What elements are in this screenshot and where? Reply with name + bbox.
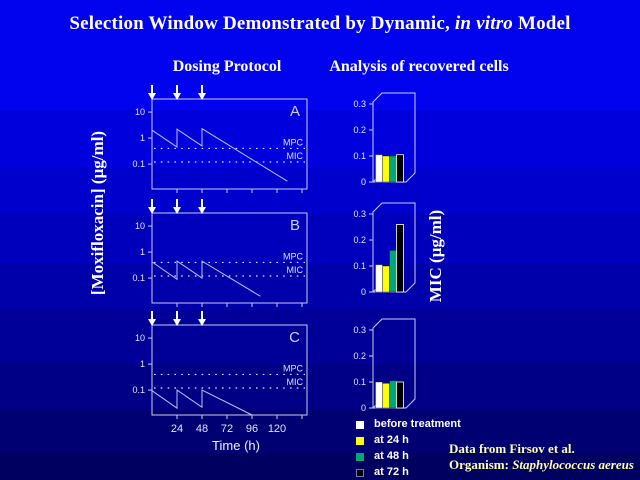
- legend-swatch-white: [356, 420, 364, 429]
- svg-text:MIC: MIC: [287, 265, 304, 275]
- dose-arrow-icon: [173, 311, 181, 326]
- svg-text:10: 10: [135, 221, 145, 231]
- svg-text:0.1: 0.1: [353, 261, 366, 271]
- bar-before-treatment: [375, 264, 383, 293]
- svg-text:MPC: MPC: [283, 363, 304, 373]
- note-line-1: Data from Firsov et al.: [449, 441, 575, 456]
- dose-arrow-icon: [198, 85, 206, 100]
- svg-text:0: 0: [361, 177, 366, 187]
- legend: before treatment at 24 h at 48 h at 72 h: [356, 417, 461, 480]
- svg-text:0.3: 0.3: [353, 99, 366, 109]
- svg-text:0.3: 0.3: [353, 325, 366, 335]
- svg-text:0: 0: [361, 403, 366, 413]
- legend-item-72h: at 72 h: [356, 465, 461, 480]
- slide-title-italic: in vitro: [454, 13, 513, 34]
- svg-text:1: 1: [140, 359, 145, 369]
- subhead-dosing-protocol: Dosing Protocol: [172, 58, 282, 75]
- dosing-panel-B: 10 1 0.1 MPC MIC B: [132, 199, 308, 307]
- svg-text:0.1: 0.1: [353, 151, 366, 161]
- bar-at-48-h: [389, 155, 397, 183]
- legend-swatch-yellow: [356, 436, 364, 445]
- svg-text:MPC: MPC: [283, 137, 304, 147]
- legend-label: at 24 h: [374, 434, 409, 446]
- bar-at-24-h: [382, 155, 390, 183]
- bar-at-48-h: [389, 249, 397, 293]
- dose-arrow-icon: [148, 85, 156, 100]
- slide-title: Selection Window Demonstrated by Dynamic…: [0, 13, 640, 35]
- time-x-axis-label: Time (h): [212, 438, 260, 453]
- slide-title-text: Selection Window Demonstrated by Dynamic…: [69, 13, 455, 34]
- legend-item-48h: at 48 h: [356, 449, 461, 464]
- legend-swatch-teal: [356, 452, 364, 461]
- svg-text:0.1: 0.1: [353, 377, 366, 387]
- svg-text:1: 1: [140, 247, 145, 257]
- bar-at-24-h: [382, 382, 390, 409]
- mic-bar-chart-C: 0 0.1 0.2 0.3: [353, 318, 416, 413]
- svg-text:10: 10: [135, 333, 145, 343]
- legend-item-24h: at 24 h: [356, 433, 461, 448]
- svg-text:72: 72: [221, 423, 233, 435]
- svg-text:0: 0: [361, 287, 366, 297]
- legend-item-before-treatment: before treatment: [356, 417, 461, 432]
- svg-text:48: 48: [196, 423, 208, 435]
- dose-arrow-icon: [198, 199, 206, 214]
- panel-letter: A: [290, 103, 300, 120]
- svg-text:0.3: 0.3: [353, 209, 366, 219]
- svg-text:0.2: 0.2: [353, 235, 366, 245]
- svg-text:1: 1: [140, 133, 145, 143]
- svg-text:MIC: MIC: [287, 377, 304, 387]
- legend-label: at 48 h: [374, 450, 409, 462]
- svg-text:96: 96: [246, 423, 258, 435]
- svg-text:0.1: 0.1: [132, 273, 145, 283]
- legend-label: at 72 h: [374, 466, 409, 478]
- bar-at-48-h: [389, 380, 397, 409]
- dose-arrow-icon: [173, 199, 181, 214]
- dosing-panel-A: 10 1 0.1 MPC MIC A: [132, 85, 308, 193]
- svg-text:24: 24: [171, 423, 183, 435]
- svg-text:0.2: 0.2: [353, 351, 366, 361]
- bar-before-treatment: [375, 154, 383, 183]
- slide-title-suffix: Model: [513, 13, 571, 34]
- data-source-note: Data from Firsov et al. Organism: Staphy…: [449, 441, 634, 472]
- svg-text:10: 10: [135, 107, 145, 117]
- bar-at-24-h: [382, 265, 390, 293]
- panel-letter: B: [290, 217, 300, 234]
- bar-at-72-h: [396, 154, 404, 183]
- svg-text:0.2: 0.2: [353, 125, 366, 135]
- note-organism-species: Staphylococcus aereus: [512, 456, 634, 472]
- svg-text:0.1: 0.1: [132, 159, 145, 169]
- dose-arrow-icon: [148, 311, 156, 326]
- panel-letter: C: [289, 329, 300, 346]
- svg-text:0.1: 0.1: [132, 385, 145, 395]
- dose-arrow-icon: [198, 311, 206, 326]
- svg-text:MIC: MIC: [287, 151, 304, 161]
- mic-bar-chart-B: 0 0.1 0.2 0.3: [353, 202, 416, 297]
- note-line-2: Organism: Staphylococcus aereus: [449, 457, 634, 473]
- note-organism-prefix: Organism:: [449, 456, 513, 472]
- subhead-analysis-recovered-cells: Analysis of recovered cells: [329, 58, 509, 75]
- dose-arrow-icon: [148, 199, 156, 214]
- legend-label: before treatment: [374, 418, 461, 430]
- bar-at-72-h: [396, 381, 404, 409]
- legend-swatch-black: [356, 468, 364, 477]
- bar-at-72-h: [396, 223, 404, 293]
- dosing-panel-C: 10 1 0.1 24 48 72 96 120 MPC MIC C: [132, 311, 308, 435]
- bar-before-treatment: [375, 381, 383, 409]
- dose-arrow-icon: [173, 85, 181, 100]
- svg-text:120: 120: [268, 423, 286, 435]
- mic-bar-chart-A: 0 0.1 0.2 0.3: [353, 92, 416, 187]
- svg-text:MPC: MPC: [283, 251, 304, 261]
